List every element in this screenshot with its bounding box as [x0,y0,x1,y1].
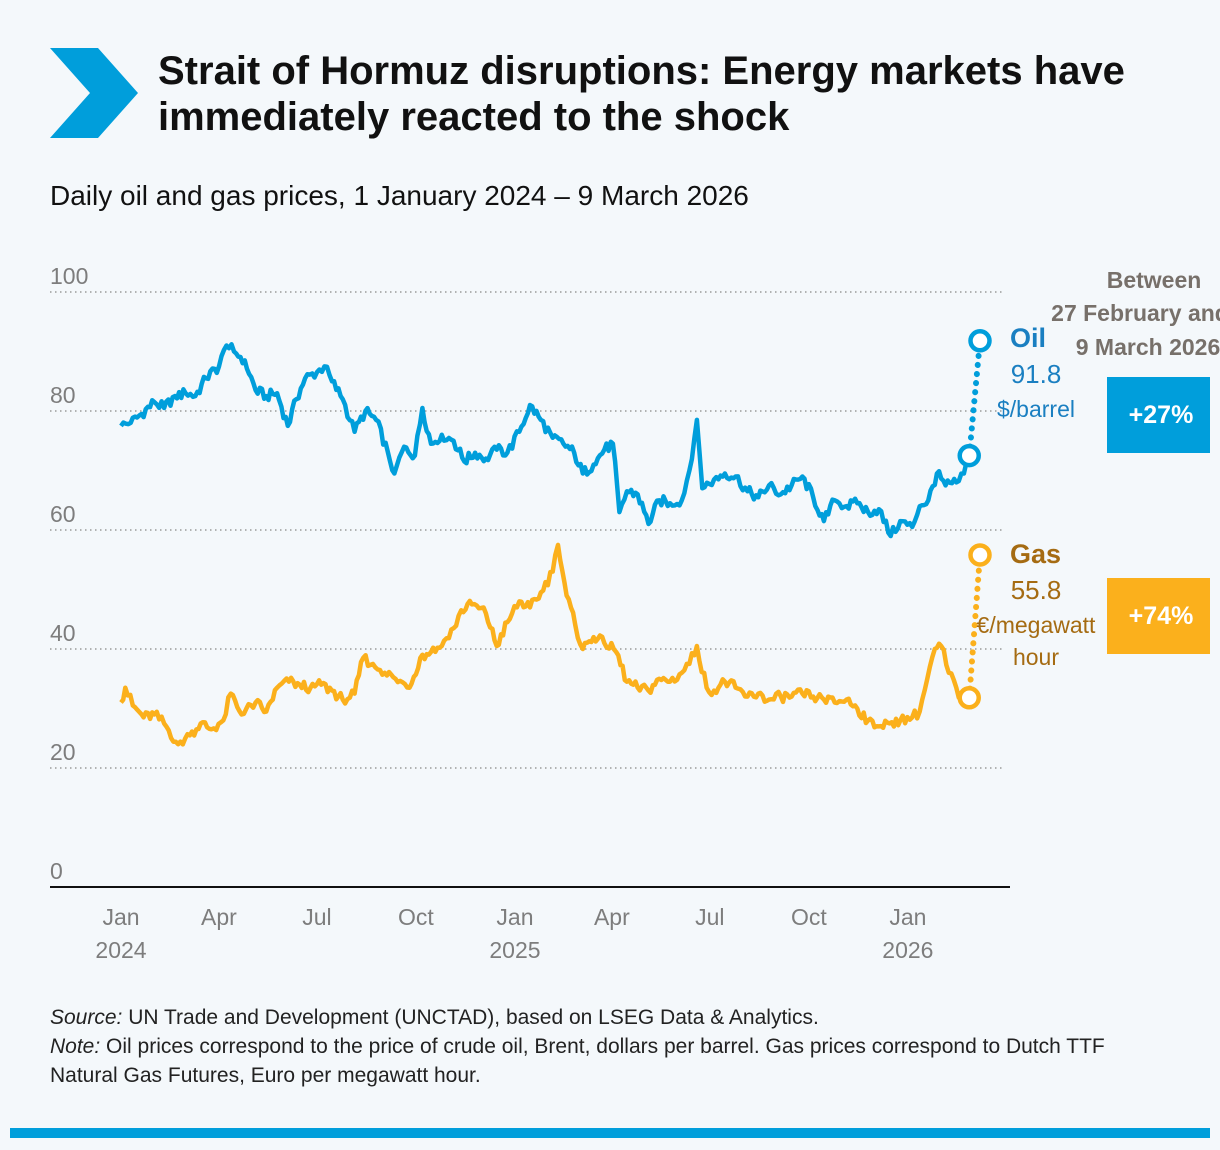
oil-series-name: Oil [1010,323,1046,353]
y-tick-label-0: 0 [50,858,63,884]
chevron-right-icon [50,48,138,138]
x-tick-label-0: Jan [102,904,139,930]
x-tick-label-7: Oct [791,904,827,930]
gas-end-value: 55.8 [1011,575,1062,605]
chart-title: Strait of Hormuz disruptions: Energy mar… [158,49,1125,139]
bottom-accent-bar [10,1128,1210,1138]
annotation-header-line-2: 27 February and [1051,300,1220,326]
oil-end-marker [968,329,992,353]
note-line: Note: Oil prices correspond to the price… [50,1035,1105,1087]
oil-start-marker [957,443,981,468]
series-layer: Oil 91.8 $/barrel Gas 55.8 €/megawatt hour [119,323,1097,747]
annotation-header-line-3: 9 March 2026 [1076,334,1220,360]
gas-start-marker [957,686,981,710]
gas-price-line [119,542,972,747]
oil-price-line [119,342,972,539]
gas-end-marker [968,543,992,567]
y-axis-ticks: 0 20 40 60 80 100 [50,263,88,884]
chart-subtitle: Daily oil and gas prices, 1 January 2024… [50,180,749,211]
x-axis-ticks: Jan 2024 Apr Jul Oct Jan 2025 Apr Jul Oct Jan 2026 [95,904,933,963]
gas-unit-line-2: hour [1013,644,1059,670]
oil-change-label: +27% [1129,401,1194,429]
oil-unit-line-1: $/barrel [997,396,1075,422]
oil-end-value: 91.8 [1011,359,1062,389]
y-tick-label-40: 40 [50,620,76,646]
source-line: Source: UN Trade and Development (UNCTAD… [50,1006,819,1029]
oil-shock-connector [966,337,983,459]
footnote: Source: UN Trade and Development (UNCTAD… [50,1003,1160,1090]
gas-shock-connector [966,551,983,701]
y-tick-label-20: 20 [50,739,76,765]
gas-unit-line-1: €/megawatt [977,612,1097,638]
x-tick-label-8: Jan [889,904,926,930]
x-tick-label-2: Jul [302,904,331,930]
gas-series-name: Gas [1010,539,1061,569]
annotation-header-line-1: Between [1107,267,1202,293]
gas-change-label: +74% [1129,602,1194,630]
grid-lines [50,291,1005,769]
x-tick-label-4: Jan [496,904,533,930]
y-tick-label-100: 100 [50,263,88,289]
gas-change-box [1107,578,1210,654]
x-tick-label-6: Jul [695,904,724,930]
x-tick-label-1: Apr [201,904,237,930]
annotation-layer: Between 27 February and 9 March 2026 +27… [1051,267,1220,654]
x-tick-year-2026: 2026 [882,937,933,963]
x-tick-label-3: Oct [398,904,434,930]
x-tick-year-2024: 2024 [95,937,146,963]
x-tick-label-5: Apr [594,904,630,930]
y-tick-label-60: 60 [50,501,76,527]
x-tick-year-2025: 2025 [489,937,540,963]
oil-change-box [1107,377,1210,453]
y-tick-label-80: 80 [50,382,76,408]
